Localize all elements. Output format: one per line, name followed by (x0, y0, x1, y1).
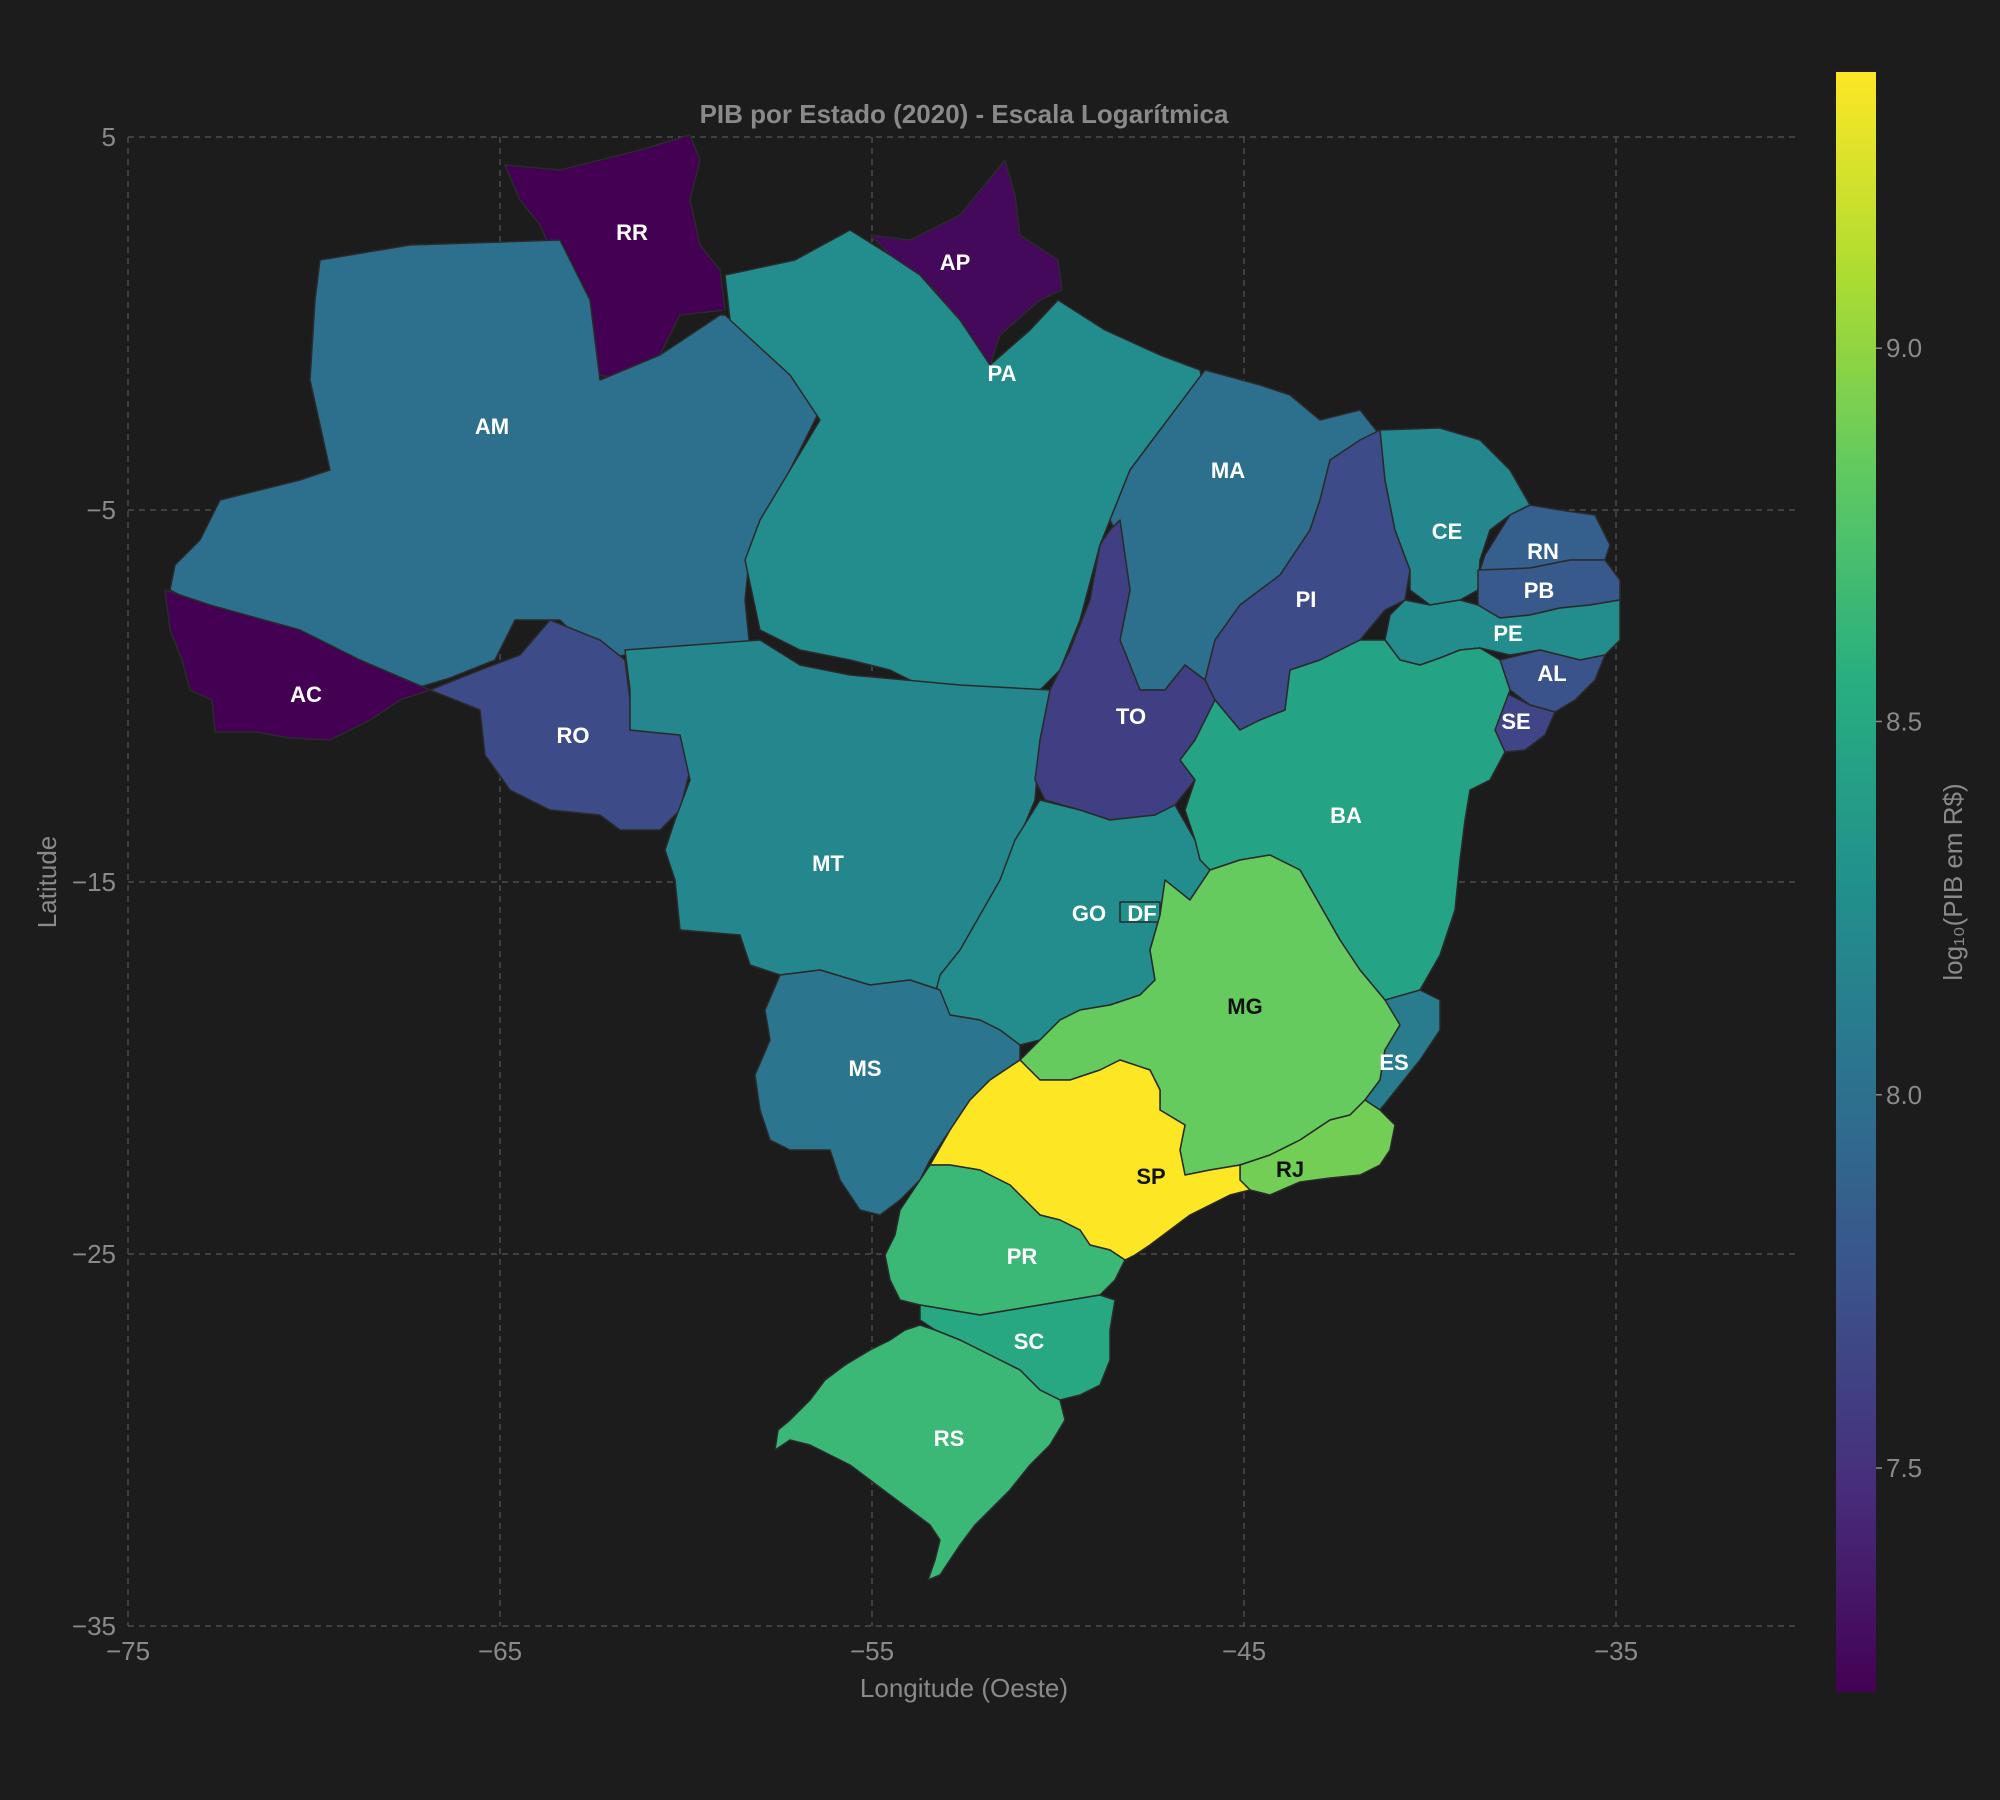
state-label-AP: AP (940, 250, 971, 275)
state-RS[interactable] (774, 1324, 1066, 1581)
state-label-MS: MS (849, 1056, 882, 1081)
state-label-RJ: RJ (1276, 1157, 1304, 1182)
y-tick-label: −15 (72, 867, 116, 897)
colorbar-gradient (1836, 72, 1876, 1692)
state-label-PB: PB (1524, 578, 1555, 603)
state-label-ES: ES (1379, 1050, 1408, 1075)
state-label-SP: SP (1136, 1164, 1165, 1189)
state-AM[interactable] (169, 239, 821, 691)
state-label-AM: AM (475, 414, 509, 439)
y-tick-label: 5 (102, 122, 116, 152)
state-label-DF: DF (1127, 901, 1156, 926)
y-tick-label: −35 (72, 1611, 116, 1641)
state-label-AL: AL (1537, 661, 1566, 686)
colorbar-tick-label: 8.0 (1886, 1080, 1922, 1110)
x-axis-ticks: −75 −65 −55 −45 −35 (106, 1636, 1638, 1666)
colorbar-tick-label: 9.0 (1886, 333, 1922, 363)
state-label-SE: SE (1501, 709, 1530, 734)
y-axis-label: Latitude (32, 836, 62, 929)
x-tick-label: −65 (478, 1636, 522, 1666)
x-axis-label: Longitude (Oeste) (860, 1673, 1068, 1703)
colorbar-ticks: 7.5 8.0 8.5 9.0 (1876, 333, 1922, 1483)
state-MS[interactable] (754, 969, 1021, 1216)
x-tick-label: −75 (106, 1636, 150, 1666)
state-label-PA: PA (988, 361, 1017, 386)
state-label-PR: PR (1007, 1244, 1038, 1269)
state-label-MG: MG (1227, 994, 1262, 1019)
states-layer (164, 134, 1621, 1581)
state-PA[interactable] (724, 229, 1206, 691)
state-RJ[interactable] (1239, 1099, 1396, 1196)
state-label-RN: RN (1527, 539, 1559, 564)
state-AC[interactable] (164, 589, 431, 741)
state-label-RO: RO (557, 723, 590, 748)
colorbar-tick-label: 8.5 (1886, 706, 1922, 736)
y-tick-label: −25 (72, 1239, 116, 1269)
state-label-PE: PE (1493, 621, 1522, 646)
state-label-MA: MA (1211, 458, 1245, 483)
state-label-AC: AC (290, 682, 322, 707)
colorbar-label: log₁₀(PIB em R$) (1938, 783, 1968, 980)
state-label-BA: BA (1330, 803, 1362, 828)
map-title: PIB por Estado (2020) - Escala Logarítmi… (700, 99, 1229, 129)
colorbar-tick-label: 7.5 (1886, 1453, 1922, 1483)
state-label-SC: SC (1014, 1329, 1045, 1354)
state-label-GO: GO (1072, 901, 1106, 926)
x-tick-label: −35 (1594, 1636, 1638, 1666)
state-label-RR: RR (616, 220, 648, 245)
y-axis-ticks: 5 −5 −15 −25 −35 (72, 122, 116, 1641)
state-label-PI: PI (1296, 587, 1317, 612)
state-label-CE: CE (1432, 519, 1463, 544)
x-tick-label: −45 (1222, 1636, 1266, 1666)
state-labels-layer: RR AP AM PA AC RO MT MA PI CE RN PB PE A… (290, 220, 1567, 1451)
y-tick-label: −5 (86, 495, 116, 525)
state-label-TO: TO (1116, 704, 1146, 729)
state-label-MT: MT (812, 851, 844, 876)
state-ES[interactable] (1364, 989, 1441, 1111)
state-label-RS: RS (934, 1426, 965, 1451)
colorbar: 7.5 8.0 8.5 9.0 log₁₀(PIB em R$) (1836, 72, 1968, 1692)
state-AL[interactable] (1499, 649, 1606, 713)
x-tick-label: −55 (850, 1636, 894, 1666)
